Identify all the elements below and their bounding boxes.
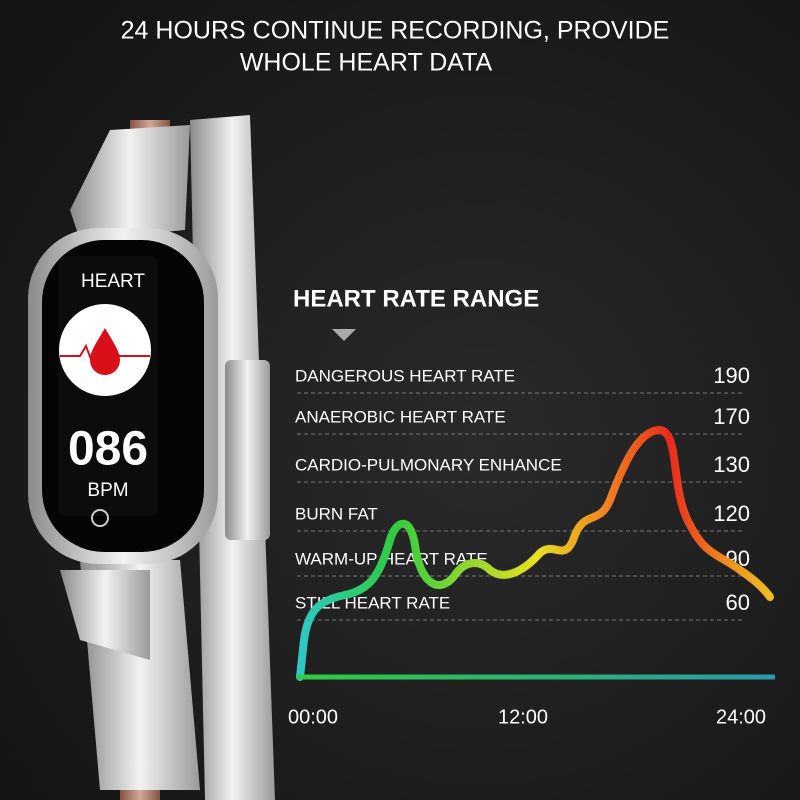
zone-label: DANGEROUS HEART RATE [295,366,515,385]
time-label: 24:00 [716,706,766,728]
zone-value: 130 [713,452,750,477]
time-label: 00:00 [288,706,338,728]
time-label: 12:00 [498,706,548,728]
zone-label: BURN FAT [295,504,378,523]
heart-rate-curve [296,426,774,681]
watch [28,115,275,800]
zone-value: 170 [713,404,750,429]
zone-value: 190 [713,363,750,388]
zone-label: ANAEROBIC HEART RATE [295,407,506,426]
title-line: WHOLE HEART DATA [240,49,493,77]
zone-label: CARDIO-PULMONARY ENHANCE [295,455,562,474]
zone-value: 60 [726,590,750,615]
title-line: 24 HOURS CONTINUE RECORDING, PROVIDE [121,17,670,45]
watch-label: HEART [81,271,145,292]
watch-unit: BPM [87,480,128,501]
panel-title: HEART RATE RANGE [293,285,539,312]
watch-reading: 086 [68,423,148,476]
arrow [332,329,356,341]
zone-label: WARM-UP HEART RATE [295,549,488,568]
zone-value: 120 [713,501,750,526]
